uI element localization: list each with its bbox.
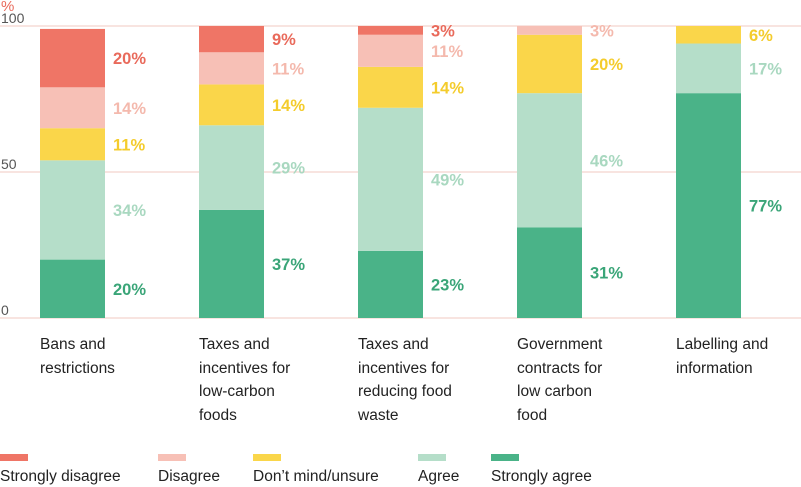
bar-segment-strongly-disagree [199, 26, 264, 53]
data-label: 14% [113, 100, 146, 118]
legend-swatch [253, 454, 281, 461]
data-label: 20% [113, 281, 146, 299]
data-label: 6% [749, 27, 773, 45]
category-label: Government contracts for low carbon food [517, 336, 603, 424]
y-tick-label: 0 [1, 302, 9, 318]
bar-segment-agree [517, 93, 582, 228]
legend-label: Strongly disagree [0, 468, 121, 485]
data-label: 77% [749, 198, 782, 216]
data-label: 20% [590, 56, 623, 74]
bar-segment-strongly-disagree [358, 26, 423, 35]
category-label: Bans and restrictions [40, 336, 115, 377]
bar-segment-disagree [40, 87, 105, 129]
bar-segment-agree [199, 125, 264, 210]
legend-swatch [0, 454, 28, 461]
bar-segment-strongly-agree [358, 250, 423, 318]
legend-label: Strongly agree [491, 468, 592, 485]
data-label: 3% [590, 22, 614, 40]
data-label: 29% [272, 160, 305, 178]
bar-segment-disagree [517, 26, 582, 35]
data-label: 14% [431, 79, 464, 97]
data-label: 37% [272, 256, 305, 274]
bar-segment-strongly-agree [40, 259, 105, 318]
data-label: 34% [113, 202, 146, 220]
bar-segment-disagree [199, 52, 264, 85]
data-label: 31% [590, 265, 623, 283]
data-label: 11% [113, 136, 145, 154]
y-tick-label: 50 [1, 156, 17, 172]
legend: Strongly disagree Disagree Don’t mind/unsu… [0, 452, 801, 487]
bar-segment-agree [40, 160, 105, 260]
bar-segment-don-t-mind-unsure [358, 66, 423, 108]
data-label: 17% [749, 60, 782, 78]
data-label: 23% [431, 276, 464, 294]
bar-segment-strongly-agree [517, 227, 582, 318]
data-label: 11% [431, 43, 463, 61]
bar-segment-don-t-mind-unsure [199, 84, 264, 126]
bar-segment-strongly-agree [199, 209, 264, 318]
legend-label: Disagree [158, 468, 221, 485]
data-label: 20% [113, 50, 146, 68]
data-label: 9% [272, 31, 296, 49]
legend-label: Don’t mind/unsure [253, 468, 379, 485]
y-tick-label: 100 [1, 10, 25, 26]
legend-swatch [418, 454, 446, 461]
bar-segment-don-t-mind-unsure [676, 26, 741, 44]
bar-segment-disagree [358, 34, 423, 67]
category-label: Taxes and incentives for low-carbon food… [199, 336, 291, 424]
stacked-bar-chart: % 0 50 100 20% 34% 11% 14% 20% 37% 29% 14% 11% 9% 23% 4… [0, 0, 801, 319]
bar-segment-don-t-mind-unsure [517, 34, 582, 94]
y-unit-label: % [1, 0, 14, 15]
category-label: Labelling and information [676, 336, 769, 377]
data-label: 14% [272, 97, 305, 115]
legend-label: Agree [418, 468, 460, 485]
bar-segment-agree [358, 107, 423, 251]
data-label: 46% [590, 152, 623, 170]
category-label: Taxes and incentives for reducing food w… [358, 336, 452, 424]
bar-segment-strongly-agree [676, 93, 741, 318]
data-label: 49% [431, 171, 464, 189]
data-label: 3% [431, 22, 455, 40]
bar-segment-don-t-mind-unsure [40, 128, 105, 161]
legend-swatch [491, 454, 519, 461]
data-label: 11% [272, 60, 304, 78]
bar-segment-strongly-disagree [40, 28, 105, 88]
legend-swatch [158, 454, 186, 461]
bar-segment-agree [676, 43, 741, 94]
